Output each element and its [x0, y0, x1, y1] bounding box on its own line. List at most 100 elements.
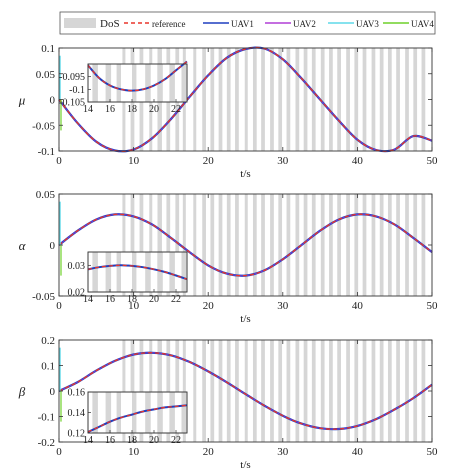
legend-label: UAV3 [356, 19, 379, 29]
legend-label: UAV2 [293, 19, 316, 29]
inset-dos-interval [157, 392, 163, 433]
dos-interval [337, 48, 341, 151]
inset-dos-interval [132, 64, 137, 102]
inset-dos-interval [132, 252, 137, 292]
dos-interval [371, 48, 376, 151]
dos-interval [193, 340, 197, 442]
inset-dos-interval [157, 252, 163, 292]
inset-x-tick-label: 20 [149, 104, 159, 115]
dos-interval [362, 340, 367, 442]
dos-interval [362, 48, 367, 151]
x-tick-label: 20 [203, 155, 215, 167]
inset-x-tick-label: 18 [127, 104, 137, 115]
x-tick-label: 0 [56, 446, 62, 458]
panel-1: 0 10 20 30 40 50 -0.1 -0.05 0 0.05 0.1 t/s μ 14 16 18 20… [18, 43, 438, 180]
dos-interval [252, 48, 257, 151]
y-tick-label: -0.1 [38, 146, 55, 158]
y-tick-label: 0.05 [36, 189, 56, 201]
legend-label: reference [152, 19, 185, 29]
y-axis-label: μ [18, 93, 26, 108]
dos-interval [311, 194, 316, 296]
y-tick-label: 0.1 [41, 361, 55, 373]
dos-interval [295, 48, 300, 151]
dos-interval [329, 340, 333, 442]
dos-interval [413, 48, 418, 151]
dos-interval [157, 340, 162, 442]
dos-interval [329, 48, 333, 151]
legend-box [59, 11, 436, 35]
x-axis-label: t/s [240, 313, 250, 325]
inset-y-tick-label: -0.1 [69, 85, 85, 96]
inset-dos-interval [145, 392, 151, 433]
dos-interval [175, 194, 180, 296]
dos-interval [270, 48, 274, 151]
dos-interval [354, 194, 359, 296]
y-tick-label: 0 [50, 386, 56, 398]
dos-interval [371, 340, 376, 442]
x-tick-label: 10 [128, 300, 140, 312]
dos-interval [202, 194, 206, 296]
dos-interval [218, 48, 223, 151]
inset-x-tick-label: 20 [149, 294, 159, 305]
legend-entry-reference: reference [124, 19, 185, 29]
dos-interval [270, 340, 274, 442]
dos-interval [166, 340, 171, 442]
dos-interval [193, 194, 197, 296]
dos-interval [405, 48, 409, 151]
x-tick-label: 40 [352, 446, 364, 458]
inset-dos-interval [169, 64, 175, 102]
dos-interval [354, 48, 359, 151]
dos-interval [405, 340, 409, 442]
x-axis-label: t/s [240, 168, 250, 180]
dos-interval [244, 48, 248, 151]
series-reference-line [58, 46, 433, 152]
x-tick-label: 10 [128, 446, 140, 458]
y-tick-label: 0.1 [41, 43, 55, 55]
dos-interval [303, 340, 308, 442]
x-tick-label: 30 [277, 300, 289, 312]
dos-interval [261, 340, 265, 442]
inset-dos-interval [92, 392, 98, 433]
series-reference-line [58, 213, 433, 277]
inset-y-tick-label: 0.16 [68, 388, 86, 399]
y-tick-label: 0.2 [41, 335, 55, 347]
inset-y-tick-label: 0.03 [68, 261, 86, 272]
inset-x-tick-label: 14 [83, 435, 93, 446]
inset-2: 14 16 18 20 22 0.03 0.02 [68, 251, 188, 305]
inset-x-tick-label: 20 [149, 435, 159, 446]
inset-y-tick-label: 0.02 [68, 288, 86, 299]
inset-dos-interval [92, 252, 98, 292]
inset-dos-interval [145, 64, 151, 102]
dos-interval [149, 194, 153, 296]
dos-interval [320, 194, 325, 296]
x-axis-label: t/s [240, 459, 250, 471]
dos-interval [303, 194, 308, 296]
series-reference-line [58, 352, 433, 430]
dos-interval [157, 194, 162, 296]
x-tick-label: 10 [128, 155, 140, 167]
dos-interval [337, 340, 341, 442]
dos-interval [413, 340, 418, 442]
dos-interval [130, 194, 135, 296]
dos-interval [139, 194, 144, 296]
dos-interval [329, 194, 333, 296]
dos-interval [387, 340, 392, 442]
x-tick-label: 40 [352, 300, 364, 312]
inset-x-tick-label: 14 [83, 294, 93, 305]
dos-interval [286, 340, 291, 442]
inset-border [87, 251, 188, 293]
inset-dos-interval [105, 392, 112, 433]
inset-y-tick-label: -0.095 [59, 72, 85, 83]
dos-interval [244, 194, 248, 296]
legend-entry-uav4: UAV4 [383, 19, 434, 29]
dos-interval [337, 194, 341, 296]
y-tick-label: -0.05 [32, 120, 55, 132]
inset-dos-interval [181, 64, 187, 102]
inset-dos-interval [105, 252, 112, 292]
dos-interval [226, 194, 231, 296]
x-tick-label: 30 [277, 446, 289, 458]
dos-interval [270, 194, 274, 296]
dos-interval [346, 194, 350, 296]
dos-interval [295, 194, 300, 296]
